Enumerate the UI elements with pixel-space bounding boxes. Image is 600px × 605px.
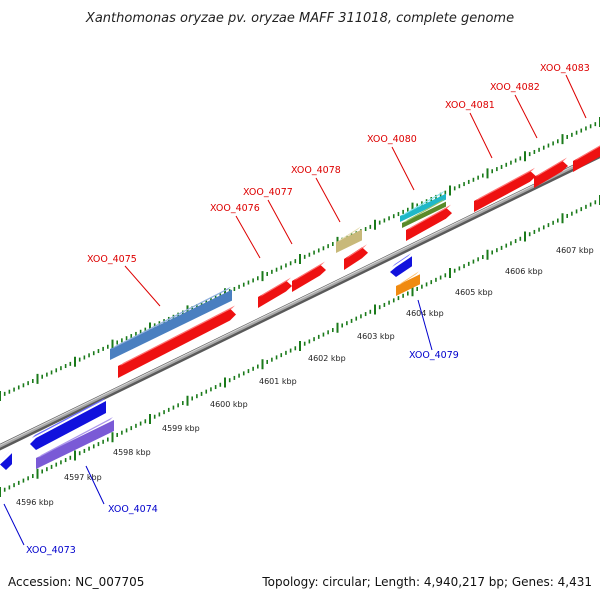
gene-label-group[interactable]: XOO_4075	[87, 254, 161, 307]
gene-label-group[interactable]: XOO_4081	[445, 100, 495, 159]
scale-tick-labels: 4596 kbp 4597 kbp 4598 kbp 4599 kbp 4600 kbp…	[16, 246, 594, 507]
gene-label[interactable]: XOO_4082	[490, 82, 540, 93]
scale-label: 4598 kbp	[113, 448, 151, 457]
scale-label: 4603 kbp	[357, 332, 395, 341]
cds-xoo-4078-region[interactable]	[336, 226, 362, 253]
cds-xoo-4075[interactable]	[118, 305, 236, 378]
cds-xoo-4079-region[interactable]	[396, 271, 420, 296]
gene-leader-line	[124, 265, 161, 307]
summary-text: Topology: circular; Length: 4,940,217 bp…	[261, 575, 592, 589]
scale-label: 4596 kbp	[16, 498, 54, 507]
cds-xoo-4075-region[interactable]	[110, 286, 232, 360]
gene-label[interactable]: XOO_4083	[540, 63, 590, 74]
gene-label[interactable]: XOO_4078	[291, 165, 341, 176]
gene-label[interactable]: XOO_4075	[87, 254, 137, 265]
feature-xoo-4080-b[interactable]	[402, 198, 446, 228]
gene-leader-line	[417, 299, 433, 351]
cds-xoo-4077[interactable]	[292, 261, 326, 292]
gene-leader-line	[514, 94, 538, 139]
genome-backbone	[0, 151, 600, 451]
cds-xoo-4080[interactable]	[406, 204, 452, 241]
gene-leader-line	[391, 146, 415, 191]
accession-text: Accession: NC_007705	[8, 575, 144, 589]
scale-label: 4597 kbp	[64, 473, 102, 482]
gene-label[interactable]: XOO_4080	[367, 134, 417, 145]
cds-xoo-4083[interactable]	[573, 139, 600, 172]
gene-leader-line	[469, 112, 493, 159]
gene-label[interactable]: XOO_4073	[26, 545, 76, 556]
scale-label: 4599 kbp	[162, 424, 200, 433]
gene-label[interactable]: XOO_4076	[210, 203, 260, 214]
scale-label: 4604 kbp	[406, 309, 444, 318]
gene-label-group[interactable]: XOO_4079	[409, 299, 459, 361]
gene-label-group[interactable]: XOO_4078	[291, 165, 341, 223]
cds-xoo-4076[interactable]	[258, 277, 292, 308]
gene-label[interactable]: XOO_4081	[445, 100, 495, 111]
gene-features	[0, 139, 600, 470]
scale-label: 4606 kbp	[505, 267, 543, 276]
cds-xoo-4079[interactable]	[390, 253, 412, 277]
map-title: Xanthomonas oryzae pv. oryzae MAFF 31101…	[85, 11, 514, 26]
gene-label-group[interactable]: XOO_4073	[3, 503, 76, 556]
cds-xoo-4073[interactable]	[0, 450, 12, 470]
gene-label[interactable]: XOO_4079	[409, 350, 459, 361]
gene-label-group[interactable]: XOO_4083	[540, 63, 590, 119]
gene-label-group[interactable]: XOO_4080	[367, 134, 417, 191]
feature-xoo-4080-a[interactable]	[400, 190, 446, 222]
cds-xoo-4082[interactable]	[534, 157, 568, 188]
gene-label-group[interactable]: XOO_4074	[85, 465, 158, 515]
scale-label: 4605 kbp	[455, 288, 493, 297]
cds-xoo-4081[interactable]	[474, 167, 536, 212]
cds-xoo-4074-region[interactable]	[36, 417, 114, 469]
gene-label-group[interactable]: XOO_4076	[210, 203, 261, 259]
scale-ticks-lower	[0, 195, 600, 497]
gene-leader-line	[3, 503, 25, 546]
gene-leader-line	[565, 74, 587, 119]
cds-xoo-4074[interactable]	[30, 397, 106, 450]
gene-label[interactable]: XOO_4074	[108, 504, 158, 515]
gene-leader-line	[315, 177, 341, 223]
gene-leader-line	[85, 465, 105, 505]
scale-label: 4600 kbp	[210, 400, 248, 409]
scale-label: 4601 kbp	[259, 377, 297, 386]
scale-label: 4602 kbp	[308, 354, 346, 363]
gene-labels: XOO_4073 XOO_4074 XOO_4075 XOO_4076 XOO_4077…	[3, 63, 590, 556]
gene-label-group[interactable]: XOO_4082	[490, 82, 540, 139]
gene-leader-line	[267, 199, 293, 245]
gene-leader-line	[235, 215, 261, 259]
scale-label: 4607 kbp	[556, 246, 594, 255]
gene-label-group[interactable]: XOO_4077	[243, 187, 293, 245]
cds-xoo-4078[interactable]	[344, 244, 368, 270]
gene-label[interactable]: XOO_4077	[243, 187, 293, 198]
